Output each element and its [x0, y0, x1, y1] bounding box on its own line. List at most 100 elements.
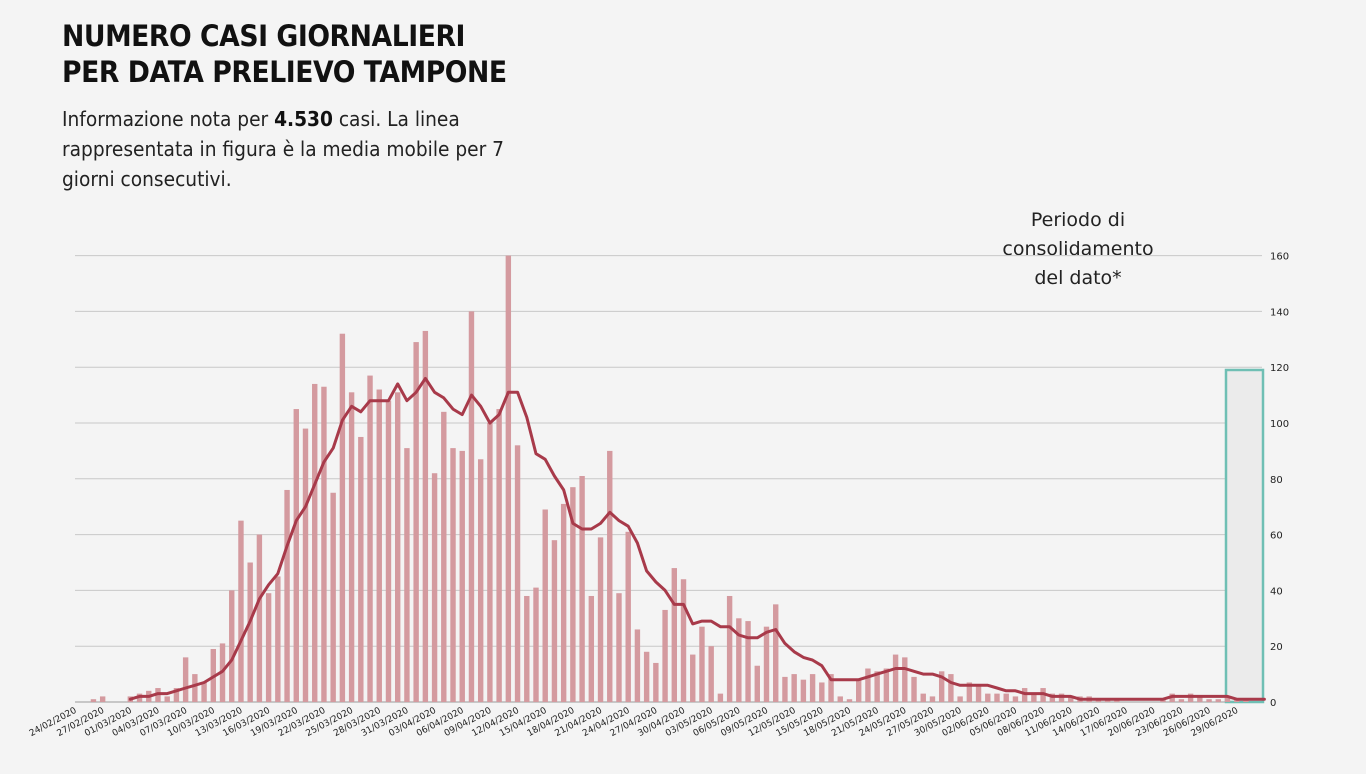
bar [201, 682, 207, 702]
bar [1068, 696, 1074, 702]
y-tick-label: 0 [1270, 698, 1276, 709]
y-axis: 0 20 40 60 80 100 120 140 160 [1270, 252, 1289, 709]
bar [431, 473, 438, 702]
bar [450, 448, 456, 702]
bar [680, 579, 687, 702]
bar [265, 593, 272, 702]
y-tick-label: 100 [1270, 419, 1289, 430]
bar [782, 676, 788, 702]
bar [376, 389, 382, 702]
bar [164, 696, 170, 702]
bar [699, 626, 705, 702]
bar [763, 626, 770, 702]
bar [293, 409, 299, 702]
bar [800, 679, 807, 702]
y-tick-label: 60 [1270, 531, 1283, 542]
bar [459, 450, 465, 702]
bar [662, 609, 668, 702]
bar [321, 386, 327, 702]
bar [938, 671, 945, 702]
bar [570, 487, 576, 702]
bar [902, 657, 908, 702]
bar [736, 618, 742, 702]
bar [560, 503, 567, 702]
chart-title: NUMERO CASI GIORNALIERI PER DATA PRELIEV… [62, 18, 507, 90]
bar [846, 699, 853, 702]
bar [90, 699, 97, 702]
y-tick-label: 80 [1270, 475, 1283, 486]
y-tick-label: 20 [1270, 642, 1283, 653]
bar [487, 423, 493, 702]
bar [726, 595, 733, 702]
bar [948, 674, 954, 702]
subtitle-post: casi. La linea rappresentata in figura è… [62, 107, 505, 191]
bar [551, 540, 558, 702]
bar [773, 604, 779, 702]
y-tick-label: 120 [1270, 363, 1289, 374]
bar [524, 595, 530, 702]
bar [994, 693, 1000, 702]
bar [1215, 699, 1221, 702]
bar [348, 392, 355, 702]
bar [579, 476, 585, 702]
bar [284, 489, 290, 702]
bar [819, 682, 825, 702]
bar [256, 534, 263, 702]
x-axis: 24/02/202027/02/202001/03/202004/03/2020… [28, 706, 1240, 739]
bar [275, 576, 281, 702]
bar [1003, 693, 1009, 702]
bar [441, 411, 447, 702]
bar [173, 688, 180, 702]
bar [597, 537, 604, 702]
bar [616, 593, 622, 702]
bar [809, 674, 816, 702]
bar [302, 428, 309, 702]
bar [653, 662, 659, 702]
bar [929, 696, 936, 702]
y-tick-label: 140 [1270, 307, 1289, 318]
bar [1197, 696, 1203, 702]
y-tick-label: 160 [1270, 252, 1289, 263]
subtitle-pre: Informazione nota per [62, 107, 275, 131]
bar [643, 651, 650, 702]
bar [1031, 693, 1037, 702]
bar [422, 330, 429, 702]
bar [911, 676, 917, 702]
gridlines [75, 255, 1262, 703]
bar [883, 668, 890, 702]
case-count: 4.530 [274, 107, 333, 131]
bar [671, 568, 677, 702]
bar [99, 696, 106, 702]
bar [690, 654, 696, 702]
consolidation-rect [1224, 368, 1265, 704]
bar [717, 693, 724, 702]
bar [625, 531, 631, 702]
bar [339, 333, 346, 702]
bar [533, 587, 539, 702]
title-line-2: PER DATA PRELIEVO TAMPONE [62, 55, 507, 89]
consolidation-label: Periodo di consolidamento del dato* [1002, 209, 1154, 289]
bar [238, 520, 244, 702]
bar [892, 654, 899, 702]
bar [634, 629, 641, 702]
bar [247, 562, 253, 702]
bar [754, 665, 760, 702]
bar [791, 674, 797, 702]
chart-subtitle: Informazione nota per 4.530 casi. La lin… [62, 104, 527, 194]
bar [514, 445, 521, 702]
bar [542, 509, 548, 702]
bar [607, 450, 613, 702]
bar [856, 679, 862, 702]
bar [367, 375, 373, 702]
y-tick-label: 40 [1270, 586, 1283, 597]
bar [920, 693, 926, 702]
bar [229, 590, 235, 702]
bar [957, 696, 963, 702]
bar [496, 409, 502, 702]
bar [330, 492, 336, 702]
bar [404, 448, 410, 702]
bar [828, 674, 834, 702]
bar [477, 459, 484, 702]
bar [975, 685, 982, 702]
